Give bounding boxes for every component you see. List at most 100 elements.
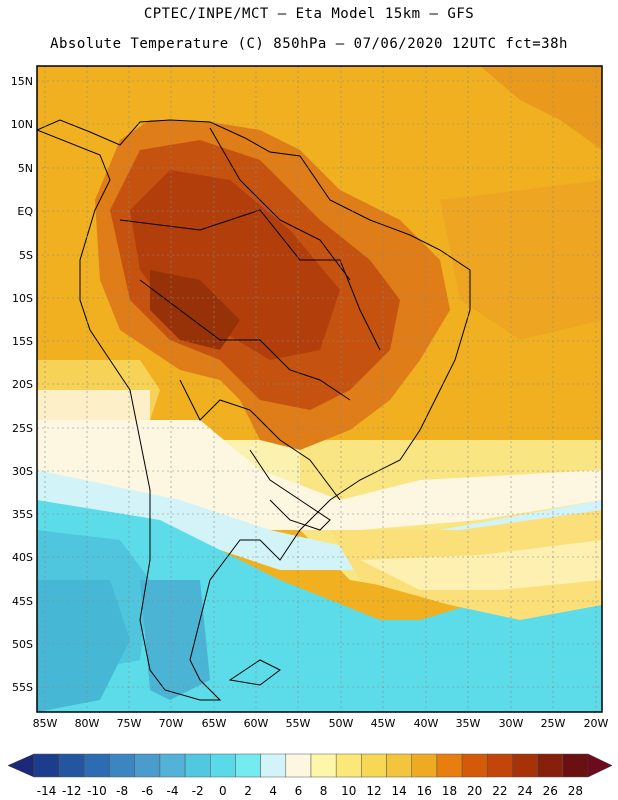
lat-label: 25S xyxy=(12,422,33,435)
lon-label: 65W xyxy=(202,717,227,730)
lat-label: 10S xyxy=(12,292,33,305)
lon-label: 25W xyxy=(541,717,566,730)
colorbar-label: 16 xyxy=(417,784,432,798)
coast-south-america xyxy=(37,119,471,701)
colorbar-swatch xyxy=(134,753,161,778)
lat-label: 5N xyxy=(18,162,33,175)
field-continent-max xyxy=(150,270,240,350)
colorbar-label: 24 xyxy=(517,784,532,798)
lat-label: 35S xyxy=(12,508,33,521)
colorbar-label: 2 xyxy=(244,784,252,798)
colorbar-label: 22 xyxy=(492,784,507,798)
colorbar-swatch xyxy=(310,753,337,778)
lon-label: 30W xyxy=(499,717,524,730)
border-north xyxy=(209,127,351,281)
colorbar-label: 18 xyxy=(442,784,457,798)
lon-label: 55W xyxy=(286,717,311,730)
colorbar-swatch xyxy=(487,753,513,778)
lat-label: 45S xyxy=(12,595,33,608)
colorbar-swatch xyxy=(461,753,488,778)
border-south xyxy=(179,379,341,501)
border-uruguay xyxy=(249,449,331,531)
longitude-labels: 85W 80W 75W 70W 65W 60W 55W 50W 45W 40W … xyxy=(33,717,609,730)
colorbar-label: 28 xyxy=(568,784,583,798)
colorbar-swatch xyxy=(33,753,60,778)
colorbar-label: -6 xyxy=(141,784,153,798)
colorbar-swatch xyxy=(184,753,211,778)
colorbar-label: 12 xyxy=(366,784,381,798)
lat-label: EQ xyxy=(17,205,33,218)
lat-label: 10N xyxy=(11,118,33,131)
colorbar-label: 8 xyxy=(320,784,328,798)
colorbar-label: 20 xyxy=(467,784,482,798)
colorbar-swatch xyxy=(335,753,362,778)
field-ne-warm xyxy=(480,66,602,150)
border-west xyxy=(119,209,381,351)
colorbar-swatch xyxy=(285,753,312,778)
lon-label: 80W xyxy=(75,717,100,730)
lon-label: 60W xyxy=(244,717,269,730)
colorbar-label: 0 xyxy=(219,784,227,798)
map-frame xyxy=(36,65,603,713)
lon-label: 40W xyxy=(414,717,439,730)
colorbar-swatch xyxy=(436,753,463,778)
colorbar-swatch xyxy=(361,753,387,778)
temperature-map: 15N 10N 5N EQ 5S 10S 15S 20S 25S 30S 35S… xyxy=(11,65,609,730)
colorbar-swatch xyxy=(537,753,564,778)
lon-label: 35W xyxy=(456,717,481,730)
colorbar-label: -14 xyxy=(37,784,57,798)
coastlines xyxy=(37,119,471,701)
lat-label: 55S xyxy=(12,681,33,694)
lat-label: 5S xyxy=(19,249,33,262)
colorbar-label: -8 xyxy=(116,784,128,798)
colorbar-swatch xyxy=(210,753,236,778)
colorbar-swatch xyxy=(109,753,135,778)
lon-label: 20W xyxy=(584,717,609,730)
field-pacific-deep xyxy=(37,580,130,712)
graticule xyxy=(37,66,602,712)
latitude-labels: 15N 10N 5N EQ 5S 10S 15S 20S 25S 30S 35S… xyxy=(11,75,34,694)
colorbar-swatch xyxy=(58,753,85,778)
colorbar-label: -2 xyxy=(192,784,204,798)
lat-label: 20S xyxy=(12,378,33,391)
lat-label: 40S xyxy=(12,551,33,564)
colorbar-swatch xyxy=(512,753,538,778)
lon-label: 70W xyxy=(159,717,184,730)
field-yellow-tongue-light xyxy=(360,540,602,590)
colorbar-swatches xyxy=(7,753,613,778)
colorbar-swatch xyxy=(562,753,589,778)
lat-label: 15S xyxy=(12,335,33,348)
lat-label: 50S xyxy=(12,638,33,651)
colorbar-label: -4 xyxy=(167,784,179,798)
colorbar-swatch xyxy=(386,753,412,778)
lat-label: 15N xyxy=(11,75,33,88)
colorbar: -14 -12 -10 -8 -6 -4 -2 0 2 4 6 8 10 12 14 16 18 20 22 24 26… xyxy=(7,753,613,798)
colorbar-swatch xyxy=(159,753,186,778)
colorbar-label: 26 xyxy=(543,784,558,798)
colorbar-label: 14 xyxy=(391,784,406,798)
colorbar-label: 10 xyxy=(341,784,356,798)
lat-label: 30S xyxy=(12,465,33,478)
colorbar-label: -12 xyxy=(62,784,82,798)
colorbar-swatch xyxy=(260,753,287,778)
colorbar-swatch xyxy=(84,753,110,778)
coast-falklands xyxy=(228,659,281,686)
lon-label: 45W xyxy=(371,717,396,730)
colorbar-labels: -14 -12 -10 -8 -6 -4 -2 0 2 4 6 8 10 12 14 16 18 20 22 24 26… xyxy=(37,784,583,798)
border-central xyxy=(139,279,351,401)
lon-label: 85W xyxy=(33,717,58,730)
lon-label: 75W xyxy=(117,717,142,730)
chart-title: CPTEC/INPE/MCT – Eta Model 15km – GFS xyxy=(143,6,475,22)
colorbar-label: 6 xyxy=(295,784,303,798)
lon-label: 50W xyxy=(329,717,354,730)
field-pacific-pale xyxy=(37,390,150,420)
field-atlantic-warm xyxy=(440,180,602,340)
colorbar-swatch xyxy=(235,753,261,778)
colorbar-label: -10 xyxy=(87,784,107,798)
chart-subtitle: Absolute Temperature (C) 850hPa – 07/06/… xyxy=(50,36,568,52)
colorbar-label: 4 xyxy=(269,784,277,798)
colorbar-swatch xyxy=(411,753,438,778)
colorbar-under-arrow xyxy=(7,753,35,778)
field-patagonia-cold xyxy=(140,580,210,700)
colorbar-over-arrow xyxy=(587,753,613,778)
